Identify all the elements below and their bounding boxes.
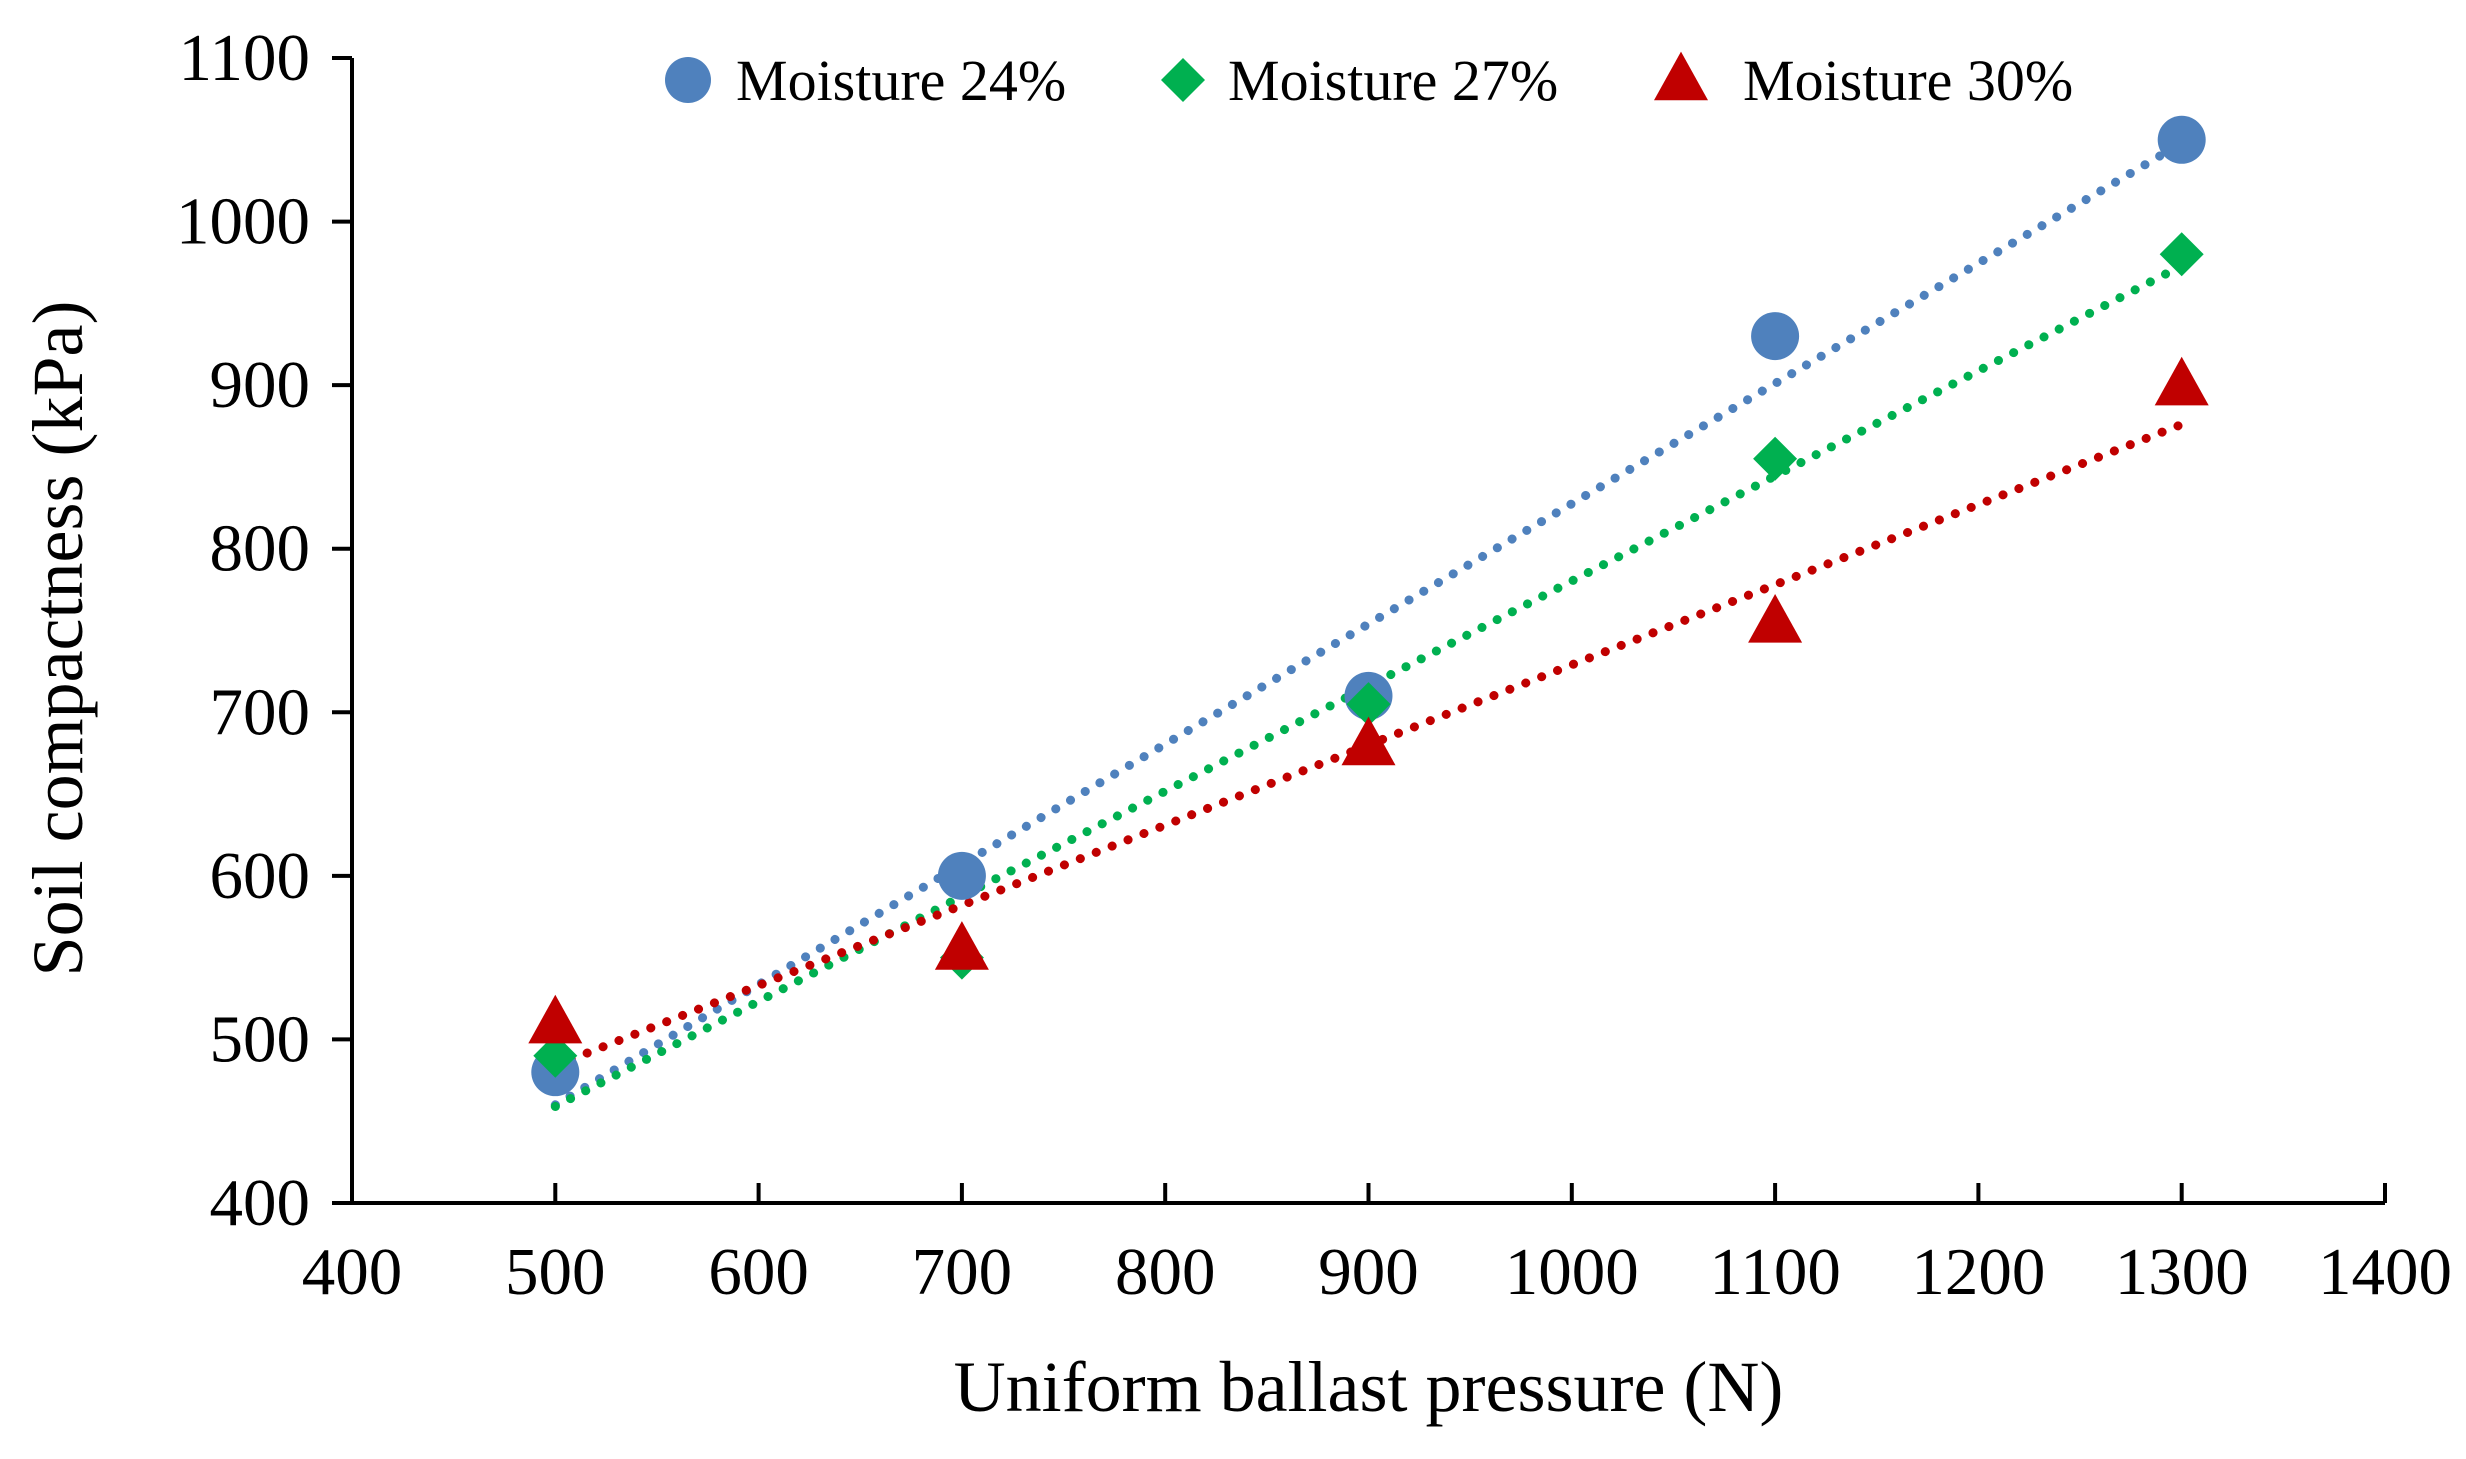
y-tick-label: 700 — [210, 675, 311, 749]
y-tick-label: 1000 — [176, 185, 310, 259]
point-triangle — [1748, 593, 1803, 643]
x-tick-label: 800 — [1115, 1235, 1216, 1309]
trendline-circle — [550, 138, 2187, 1110]
trendlines — [550, 138, 2187, 1111]
x-tick-label: 400 — [302, 1235, 403, 1309]
legend-marker-triangle — [1654, 51, 1708, 101]
y-axis-title: Soil compactness (kPa) — [18, 301, 98, 977]
point-diamond — [1753, 436, 1798, 481]
y-tick-label: 400 — [210, 1166, 311, 1240]
y-tick-label: 800 — [210, 512, 311, 586]
point-triangle — [1341, 716, 1396, 766]
point-diamond — [1346, 682, 1391, 727]
legend: Moisture 24% Moisture 27% Moisture 30% — [665, 48, 2073, 113]
x-tick-label: 700 — [912, 1235, 1013, 1309]
point-diamond — [2159, 232, 2204, 277]
x-tick-label: 1200 — [1911, 1235, 2045, 1309]
x-tick-label: 1100 — [1709, 1235, 1841, 1309]
x-tick-label: 900 — [1318, 1235, 1419, 1309]
legend-marker-circle — [665, 57, 711, 103]
x-tick-label: 1300 — [2115, 1235, 2249, 1309]
point-triangle — [528, 994, 583, 1044]
point-circle — [937, 851, 986, 900]
x-tick-label: 600 — [708, 1235, 809, 1309]
point-triangle — [934, 921, 989, 970]
legend-label: Moisture 24% — [736, 48, 1066, 113]
x-tick-label: 500 — [505, 1235, 606, 1309]
y-tick-label: 900 — [210, 348, 311, 422]
point-circle — [1751, 312, 1800, 361]
trendline-diamond — [550, 261, 2187, 1111]
legend-marker-diamond — [1161, 58, 1205, 102]
x-axis-title: Uniform ballast pressure (N) — [954, 1347, 1784, 1427]
x-tick-label: 1000 — [1505, 1235, 1639, 1309]
point-circle — [2157, 115, 2206, 164]
point-triangle — [2154, 356, 2209, 406]
y-tick-label: 600 — [210, 839, 311, 913]
legend-label: Moisture 27% — [1228, 48, 1558, 113]
legend-label: Moisture 30% — [1743, 48, 2073, 113]
point-diamond — [533, 1033, 578, 1078]
y-tick-label: 500 — [210, 1002, 311, 1076]
x-tick-label: 1400 — [2318, 1235, 2452, 1309]
axes: 400 500 600 700 800 900 1000 1100 400 500 600 700 80… — [176, 21, 2452, 1309]
y-tick-label: 1100 — [178, 21, 310, 95]
data-points — [528, 115, 2209, 1097]
